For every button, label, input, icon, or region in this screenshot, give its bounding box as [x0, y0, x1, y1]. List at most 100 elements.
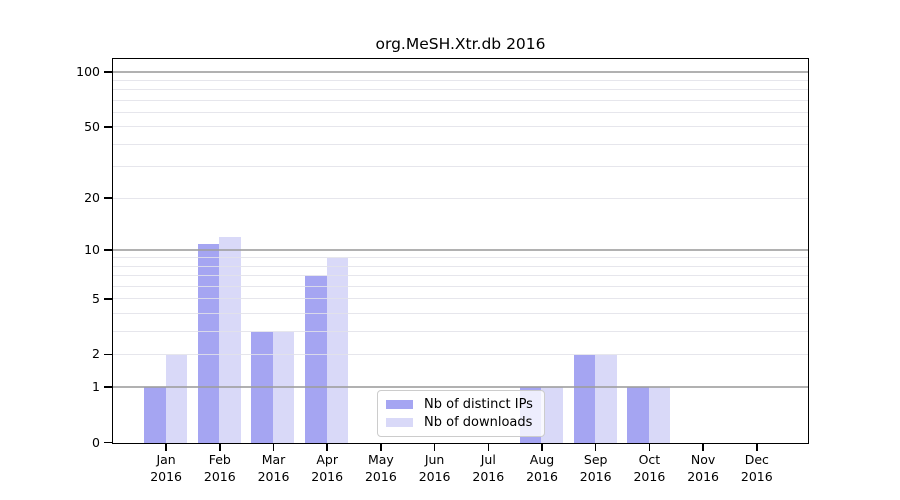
x-tick-label: Jun 2016: [403, 452, 467, 485]
x-tick-year: 2016: [364, 468, 397, 484]
x-tick-mark: [433, 444, 436, 451]
y-tick-mark: [104, 249, 112, 251]
y-tick-mark: [104, 386, 112, 388]
x-tick-label: Feb 2016: [188, 452, 252, 485]
gridline-minor: [113, 143, 808, 145]
gridline-major: [113, 386, 808, 388]
bar-oct-downloads: [648, 387, 671, 443]
y-tick-mark: [104, 126, 112, 128]
gridline-minor: [113, 99, 808, 101]
x-tick-mark: [219, 444, 221, 451]
x-tick-month: Nov: [690, 452, 716, 467]
x-tick-label: Aug 2016: [510, 452, 574, 485]
legend-swatch-distinct-ips: [386, 399, 413, 409]
x-tick-label: Jul 2016: [456, 452, 520, 485]
x-tick-year: 2016: [150, 468, 182, 484]
bar-mar-downloads: [272, 331, 295, 443]
x-tick-mark: [594, 444, 597, 451]
major-gridlines-layer: [113, 59, 808, 443]
x-tick-year: 2016: [418, 468, 451, 484]
legend-swatch-downloads: [386, 418, 413, 428]
x-tick-label: Oct 2016: [617, 452, 681, 485]
y-tick-label: 2: [92, 346, 100, 362]
gridline-minor: [113, 298, 808, 300]
x-tick-year: 2016: [257, 468, 290, 484]
gridline-minor: [113, 275, 808, 277]
legend-entry-downloads: Nb of downloads: [386, 414, 536, 433]
gridline-minor: [113, 126, 808, 128]
x-tick-month: Sep: [583, 452, 608, 467]
x-tick-month: Aug: [529, 452, 555, 467]
x-tick-month: May: [367, 452, 394, 467]
x-tick-label: Jan 2016: [134, 452, 198, 485]
minor-gridlines-layer: [113, 59, 808, 443]
y-tick-label: 10: [84, 242, 100, 258]
x-tick-label: Sep 2016: [564, 452, 628, 485]
x-tick-month: Apr: [316, 452, 338, 467]
bar-jan-downloads: [165, 354, 187, 443]
gridline-major: [113, 71, 808, 73]
x-tick-year: 2016: [740, 468, 773, 484]
y-tick-label: 100: [76, 64, 100, 80]
gridline-minor: [113, 330, 808, 332]
x-tick-month: Jun: [424, 452, 445, 467]
gridline-minor: [113, 265, 808, 267]
y-tick-label: 1: [92, 378, 100, 394]
x-tick-mark: [756, 444, 758, 451]
x-tick-month: Feb: [208, 452, 231, 467]
x-tick-month: Dec: [744, 452, 769, 467]
bar-oct-distinct-ips: [627, 387, 649, 443]
bars-layer: [113, 59, 808, 443]
x-tick-year: 2016: [526, 468, 558, 484]
bar-apr-distinct-ips: [305, 276, 327, 443]
y-tick-label: 0: [92, 434, 100, 450]
y-tick-mark: [104, 353, 112, 356]
x-tick-label: Mar 2016: [242, 452, 306, 485]
y-tick-mark: [104, 197, 112, 199]
x-tick-month: Jul: [480, 452, 496, 467]
gridline-minor: [113, 257, 808, 259]
y-tick-mark: [104, 71, 112, 73]
gridline-major: [113, 249, 808, 251]
y-tick-label: 50: [84, 118, 100, 134]
x-tick-year: 2016: [203, 468, 236, 484]
legend: Nb of distinct IPs Nb of downloads: [377, 390, 545, 437]
y-tick-label: 20: [84, 190, 100, 206]
x-tick-label: Apr 2016: [295, 452, 359, 485]
x-tick-year: 2016: [633, 468, 666, 484]
gridline-minor: [113, 166, 808, 168]
gridline-minor: [113, 353, 808, 355]
x-tick-mark: [541, 444, 543, 451]
bar-jan-distinct-ips: [144, 387, 166, 443]
y-tick-mark: [104, 298, 112, 300]
x-tick-year: 2016: [579, 468, 612, 484]
bar-sep-downloads: [595, 354, 617, 443]
chart-title: org.MeSH.Xtr.db 2016: [375, 35, 546, 53]
x-tick-mark: [165, 444, 167, 451]
gridline-minor: [113, 197, 808, 199]
gridline-minor: [113, 111, 808, 113]
bar-feb-downloads: [219, 237, 241, 443]
x-tick-mark: [487, 444, 490, 451]
legend-entry-distinct-ips: Nb of distinct IPs: [386, 395, 536, 414]
gridline-minor: [113, 79, 808, 81]
x-tick-year: 2016: [311, 468, 344, 484]
plot-area: Nb of distinct IPs Nb of downloads: [112, 58, 809, 444]
x-tick-year: 2016: [687, 468, 719, 484]
x-tick-label: Dec 2016: [725, 452, 789, 485]
x-tick-month: Mar: [261, 452, 286, 467]
x-tick-mark: [326, 444, 328, 451]
y-tick-mark: [104, 441, 112, 444]
legend-label-downloads: Nb of downloads: [424, 415, 533, 431]
x-tick-label: Nov 2016: [671, 452, 735, 485]
x-tick-month: Jan: [156, 452, 176, 467]
bar-mar-distinct-ips: [251, 331, 273, 443]
x-tick-mark: [380, 444, 382, 451]
x-tick-mark: [648, 444, 651, 451]
x-tick-month: Oct: [638, 452, 661, 467]
bar-feb-distinct-ips: [197, 243, 220, 443]
legend-label-distinct-ips: Nb of distinct IPs: [424, 396, 533, 412]
bar-apr-downloads: [326, 258, 349, 443]
y-tick-label: 5: [92, 290, 100, 306]
